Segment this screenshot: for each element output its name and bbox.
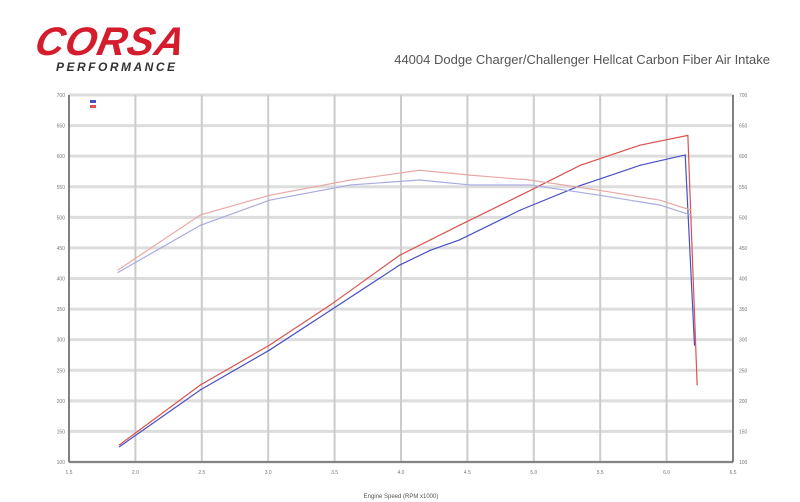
y-tick-label-right: 400 [739, 277, 748, 283]
data-point [639, 164, 641, 166]
y-tick-label-left: 100 [57, 460, 66, 466]
data-point [684, 154, 686, 156]
data-point [268, 199, 271, 201]
x-tick-label: 5.0 [530, 470, 537, 476]
data-point [529, 184, 531, 186]
x-tick-label: 2.0 [132, 470, 139, 476]
data-point [199, 214, 202, 216]
y-tick-label-left: 600 [57, 154, 66, 160]
y-tick-label-right: 500 [739, 215, 748, 221]
y-tick-label-right: 150 [739, 429, 748, 435]
data-point [268, 194, 271, 196]
y-tick-label-left: 250 [57, 368, 66, 374]
x-tick-label: 6.0 [663, 470, 670, 476]
y-tick-label-left: 650 [57, 124, 66, 130]
corsa-logo: CORSA PERFORMANCE [31, 20, 190, 74]
x-axis-label: Engine Speed (RPM x1000) [364, 494, 439, 500]
data-point [696, 384, 698, 386]
data-point [469, 174, 471, 176]
data-point [429, 249, 431, 251]
data-point [330, 304, 332, 306]
data-point [519, 194, 522, 196]
data-point [689, 209, 692, 211]
data-point [689, 214, 692, 216]
data-point [199, 384, 202, 386]
y-tick-label-right: 350 [739, 307, 748, 313]
chart-title: 44004 Dodge Charger/Challenger Hellcat C… [394, 52, 770, 67]
y-tick-label-right: 200 [739, 399, 748, 405]
data-point [693, 344, 696, 346]
data-point [579, 184, 581, 187]
y-tick-label-left: 700 [57, 93, 66, 99]
data-point [639, 144, 641, 146]
data-point [349, 184, 352, 186]
data-point [429, 239, 431, 241]
y-tick-label-right: 550 [739, 185, 748, 191]
x-tick-label: 4.0 [398, 470, 405, 476]
y-tick-label-right: 300 [739, 338, 748, 344]
data-point [519, 209, 522, 211]
data-point [469, 184, 471, 186]
x-tick-label: 1.5 [66, 470, 73, 476]
data-point [659, 199, 661, 201]
data-point [399, 254, 401, 256]
series-line-power-blue [119, 154, 696, 448]
data-point [458, 224, 461, 226]
x-tick-label: 3.0 [265, 470, 272, 476]
data-point [418, 169, 421, 171]
y-tick-label-right: 700 [739, 93, 748, 99]
data-point [117, 271, 119, 273]
y-tick-label-left: 350 [57, 307, 66, 313]
data-point [349, 179, 352, 181]
series-line-torque-red_light [117, 169, 691, 271]
data-point [579, 164, 581, 166]
legend-swatch-blue [90, 100, 96, 103]
data-point [458, 239, 461, 241]
y-tick-label-right: 650 [739, 124, 748, 130]
data-point [418, 179, 421, 181]
y-tick-label-left: 450 [57, 246, 66, 252]
logo-sub-text: PERFORMANCE [56, 60, 178, 74]
data-point [687, 134, 689, 136]
data-point [268, 349, 271, 351]
legend-swatch-red [90, 105, 96, 108]
y-tick-label-left: 400 [57, 277, 66, 283]
data-point [659, 204, 661, 206]
data-point [199, 389, 202, 391]
y-tick-label-right: 250 [739, 368, 748, 374]
data-point [529, 179, 531, 181]
data-point [118, 444, 121, 446]
data-point [117, 269, 119, 271]
x-tick-label: 6.5 [730, 470, 737, 476]
y-tick-label-right: 600 [739, 154, 748, 160]
data-point [268, 344, 271, 346]
x-tick-label: 2.5 [198, 470, 205, 476]
data-point [599, 194, 601, 196]
x-tick-label: 3.5 [331, 470, 338, 476]
series-line-torque-blue_light [117, 179, 691, 273]
y-tick-label-left: 150 [57, 429, 66, 435]
y-tick-label-right: 100 [739, 460, 748, 466]
y-tick-label-left: 300 [57, 338, 66, 344]
y-tick-label-right: 450 [739, 246, 748, 252]
y-tick-label-left: 200 [57, 399, 66, 405]
data-point [199, 224, 202, 226]
data-point [599, 189, 601, 192]
x-tick-label: 5.5 [597, 470, 604, 476]
y-tick-label-left: 500 [57, 215, 66, 221]
data-point [399, 264, 401, 266]
y-tick-label-left: 550 [57, 185, 66, 191]
x-tick-label: 4.5 [464, 470, 471, 476]
series-line-power-red [119, 134, 698, 446]
data-point [330, 309, 332, 311]
data-point [118, 446, 121, 448]
